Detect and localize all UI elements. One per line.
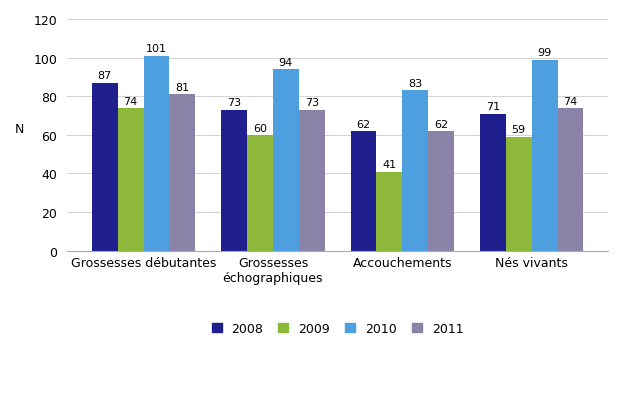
- Bar: [558, 109, 583, 251]
- Bar: [247, 136, 273, 251]
- Text: 74: 74: [563, 96, 578, 106]
- Text: 71: 71: [486, 102, 500, 112]
- Text: 73: 73: [305, 98, 319, 108]
- Text: 81: 81: [175, 83, 189, 93]
- Text: 94: 94: [278, 58, 293, 68]
- Bar: [428, 132, 454, 251]
- Text: 87: 87: [98, 71, 112, 81]
- Text: 62: 62: [434, 119, 448, 129]
- Bar: [402, 91, 428, 251]
- Y-axis label: N: N: [15, 123, 24, 136]
- Bar: [299, 111, 325, 251]
- Text: 60: 60: [253, 123, 267, 133]
- Text: 41: 41: [383, 160, 396, 170]
- Text: 99: 99: [538, 48, 552, 58]
- Bar: [506, 137, 531, 251]
- Text: 73: 73: [227, 98, 241, 108]
- Text: 59: 59: [511, 125, 526, 135]
- Text: 83: 83: [408, 79, 422, 89]
- Bar: [531, 60, 558, 251]
- Bar: [351, 132, 376, 251]
- Legend: 2008, 2009, 2010, 2011: 2008, 2009, 2010, 2011: [212, 322, 464, 335]
- Bar: [221, 111, 247, 251]
- Bar: [92, 83, 118, 251]
- Text: 101: 101: [146, 44, 167, 54]
- Bar: [143, 57, 169, 251]
- Bar: [118, 109, 143, 251]
- Text: 74: 74: [123, 96, 138, 106]
- Bar: [169, 95, 195, 251]
- Bar: [376, 172, 402, 251]
- Bar: [273, 70, 299, 251]
- Text: 62: 62: [356, 119, 371, 129]
- Bar: [480, 114, 506, 251]
